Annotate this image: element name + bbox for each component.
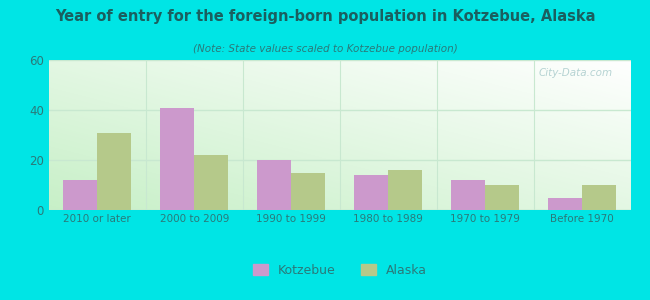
Bar xyxy=(354,175,388,210)
Bar xyxy=(63,180,98,210)
Bar xyxy=(485,185,519,210)
Bar xyxy=(451,180,485,210)
Bar xyxy=(582,185,616,210)
Bar xyxy=(161,107,194,210)
Bar xyxy=(194,155,228,210)
Legend: Kotzebue, Alaska: Kotzebue, Alaska xyxy=(248,259,432,282)
Text: Year of entry for the foreign-born population in Kotzebue, Alaska: Year of entry for the foreign-born popul… xyxy=(55,9,595,24)
Text: (Note: State values scaled to Kotzebue population): (Note: State values scaled to Kotzebue p… xyxy=(192,44,458,53)
Bar xyxy=(257,160,291,210)
Text: City-Data.com: City-Data.com xyxy=(539,68,613,77)
Bar xyxy=(291,172,325,210)
Bar xyxy=(98,133,131,210)
Bar xyxy=(548,197,582,210)
Bar xyxy=(388,170,422,210)
